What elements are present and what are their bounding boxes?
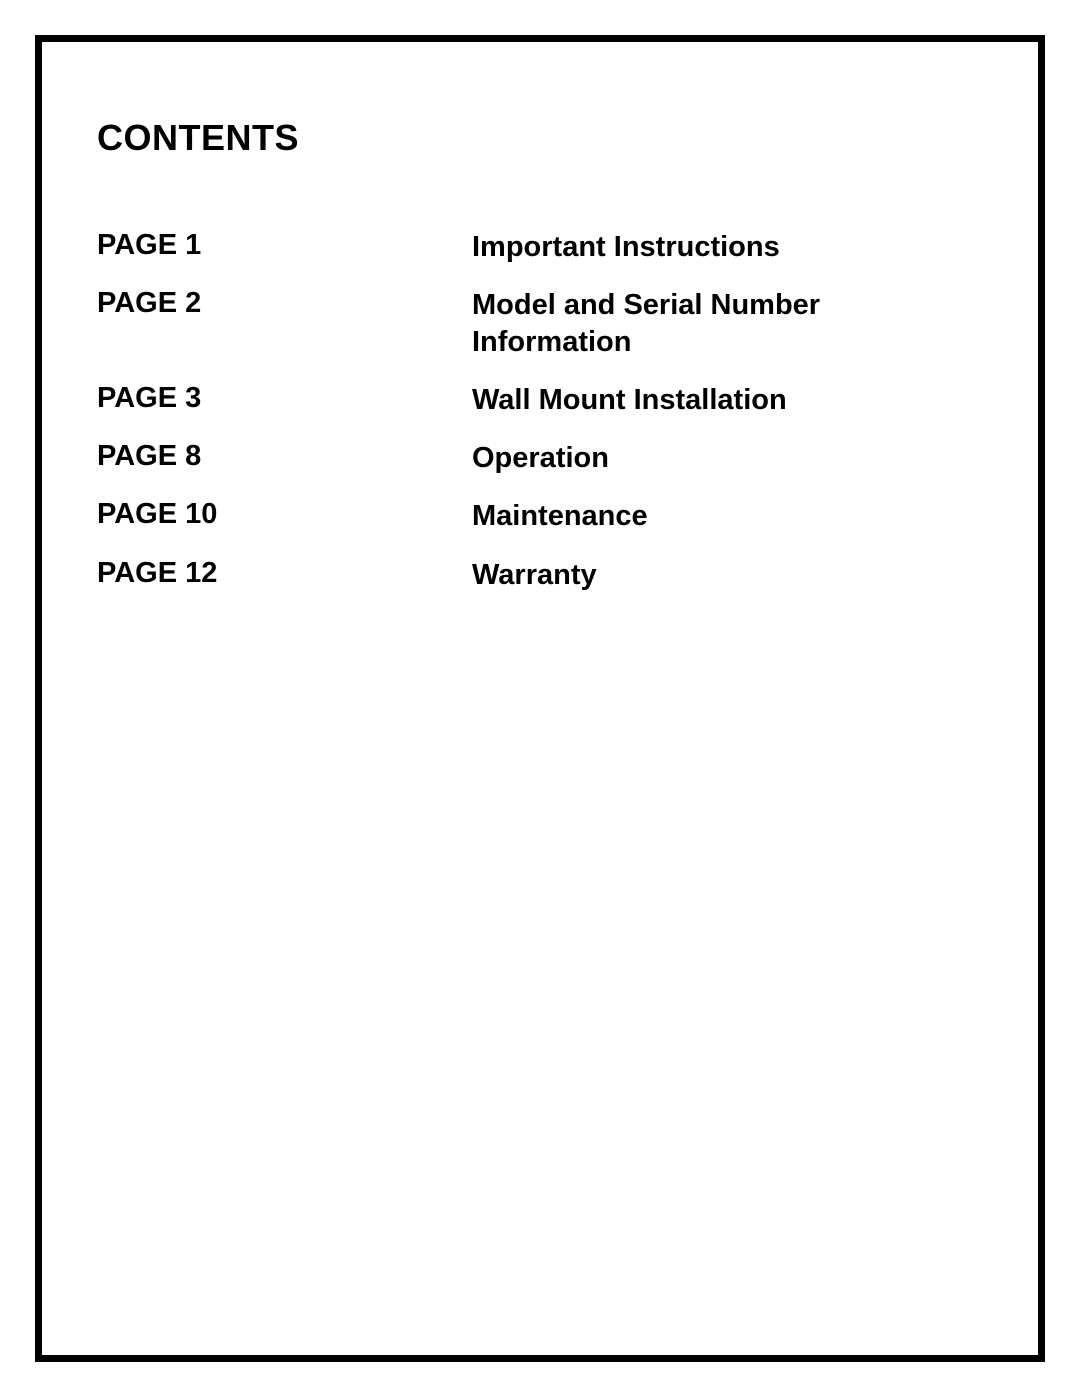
toc-table: PAGE 1 Important Instructions PAGE 2 Mod…	[97, 229, 983, 593]
toc-row: PAGE 2 Model and Serial Number Informati…	[97, 287, 983, 360]
toc-page-label: PAGE 10	[97, 498, 472, 534]
toc-page-label: PAGE 3	[97, 382, 472, 418]
toc-description: Maintenance	[472, 498, 648, 534]
toc-row: PAGE 10 Maintenance	[97, 498, 983, 534]
toc-description: Wall Mount Installation	[472, 382, 787, 418]
toc-row: PAGE 3 Wall Mount Installation	[97, 382, 983, 418]
toc-page-label: PAGE 2	[97, 287, 472, 360]
toc-description: Important Instructions	[472, 229, 780, 265]
page-border: CONTENTS PAGE 1 Important Instructions P…	[35, 35, 1045, 1362]
contents-title: CONTENTS	[97, 117, 983, 159]
toc-description: Model and Serial Number Information	[472, 287, 983, 360]
toc-row: PAGE 8 Operation	[97, 440, 983, 476]
toc-description: Warranty	[472, 557, 597, 593]
toc-description: Operation	[472, 440, 609, 476]
toc-page-label: PAGE 1	[97, 229, 472, 265]
toc-row: PAGE 1 Important Instructions	[97, 229, 983, 265]
toc-page-label: PAGE 12	[97, 557, 472, 593]
toc-page-label: PAGE 8	[97, 440, 472, 476]
toc-row: PAGE 12 Warranty	[97, 557, 983, 593]
